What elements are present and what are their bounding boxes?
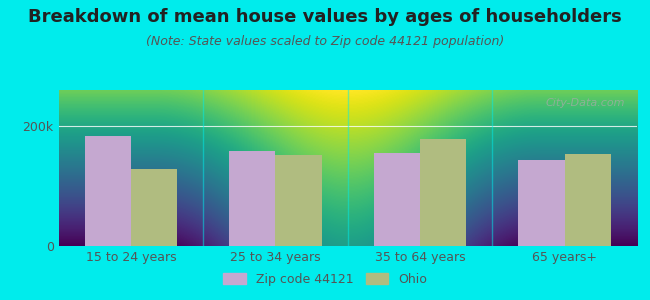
Bar (229, 151, 276, 246)
Bar (420, 139, 466, 246)
Legend: Zip code 44121, Ohio: Zip code 44121, Ohio (218, 268, 432, 291)
Bar (84, 136, 131, 246)
Text: City-Data.com: City-Data.com (546, 98, 625, 108)
Bar (565, 154, 611, 246)
Bar (131, 169, 177, 246)
Bar (276, 155, 322, 246)
Text: Breakdown of mean house values by ages of householders: Breakdown of mean house values by ages o… (28, 8, 622, 26)
Text: (Note: State values scaled to Zip code 44121 population): (Note: State values scaled to Zip code 4… (146, 34, 504, 47)
Bar (374, 153, 420, 246)
Bar (519, 160, 565, 246)
